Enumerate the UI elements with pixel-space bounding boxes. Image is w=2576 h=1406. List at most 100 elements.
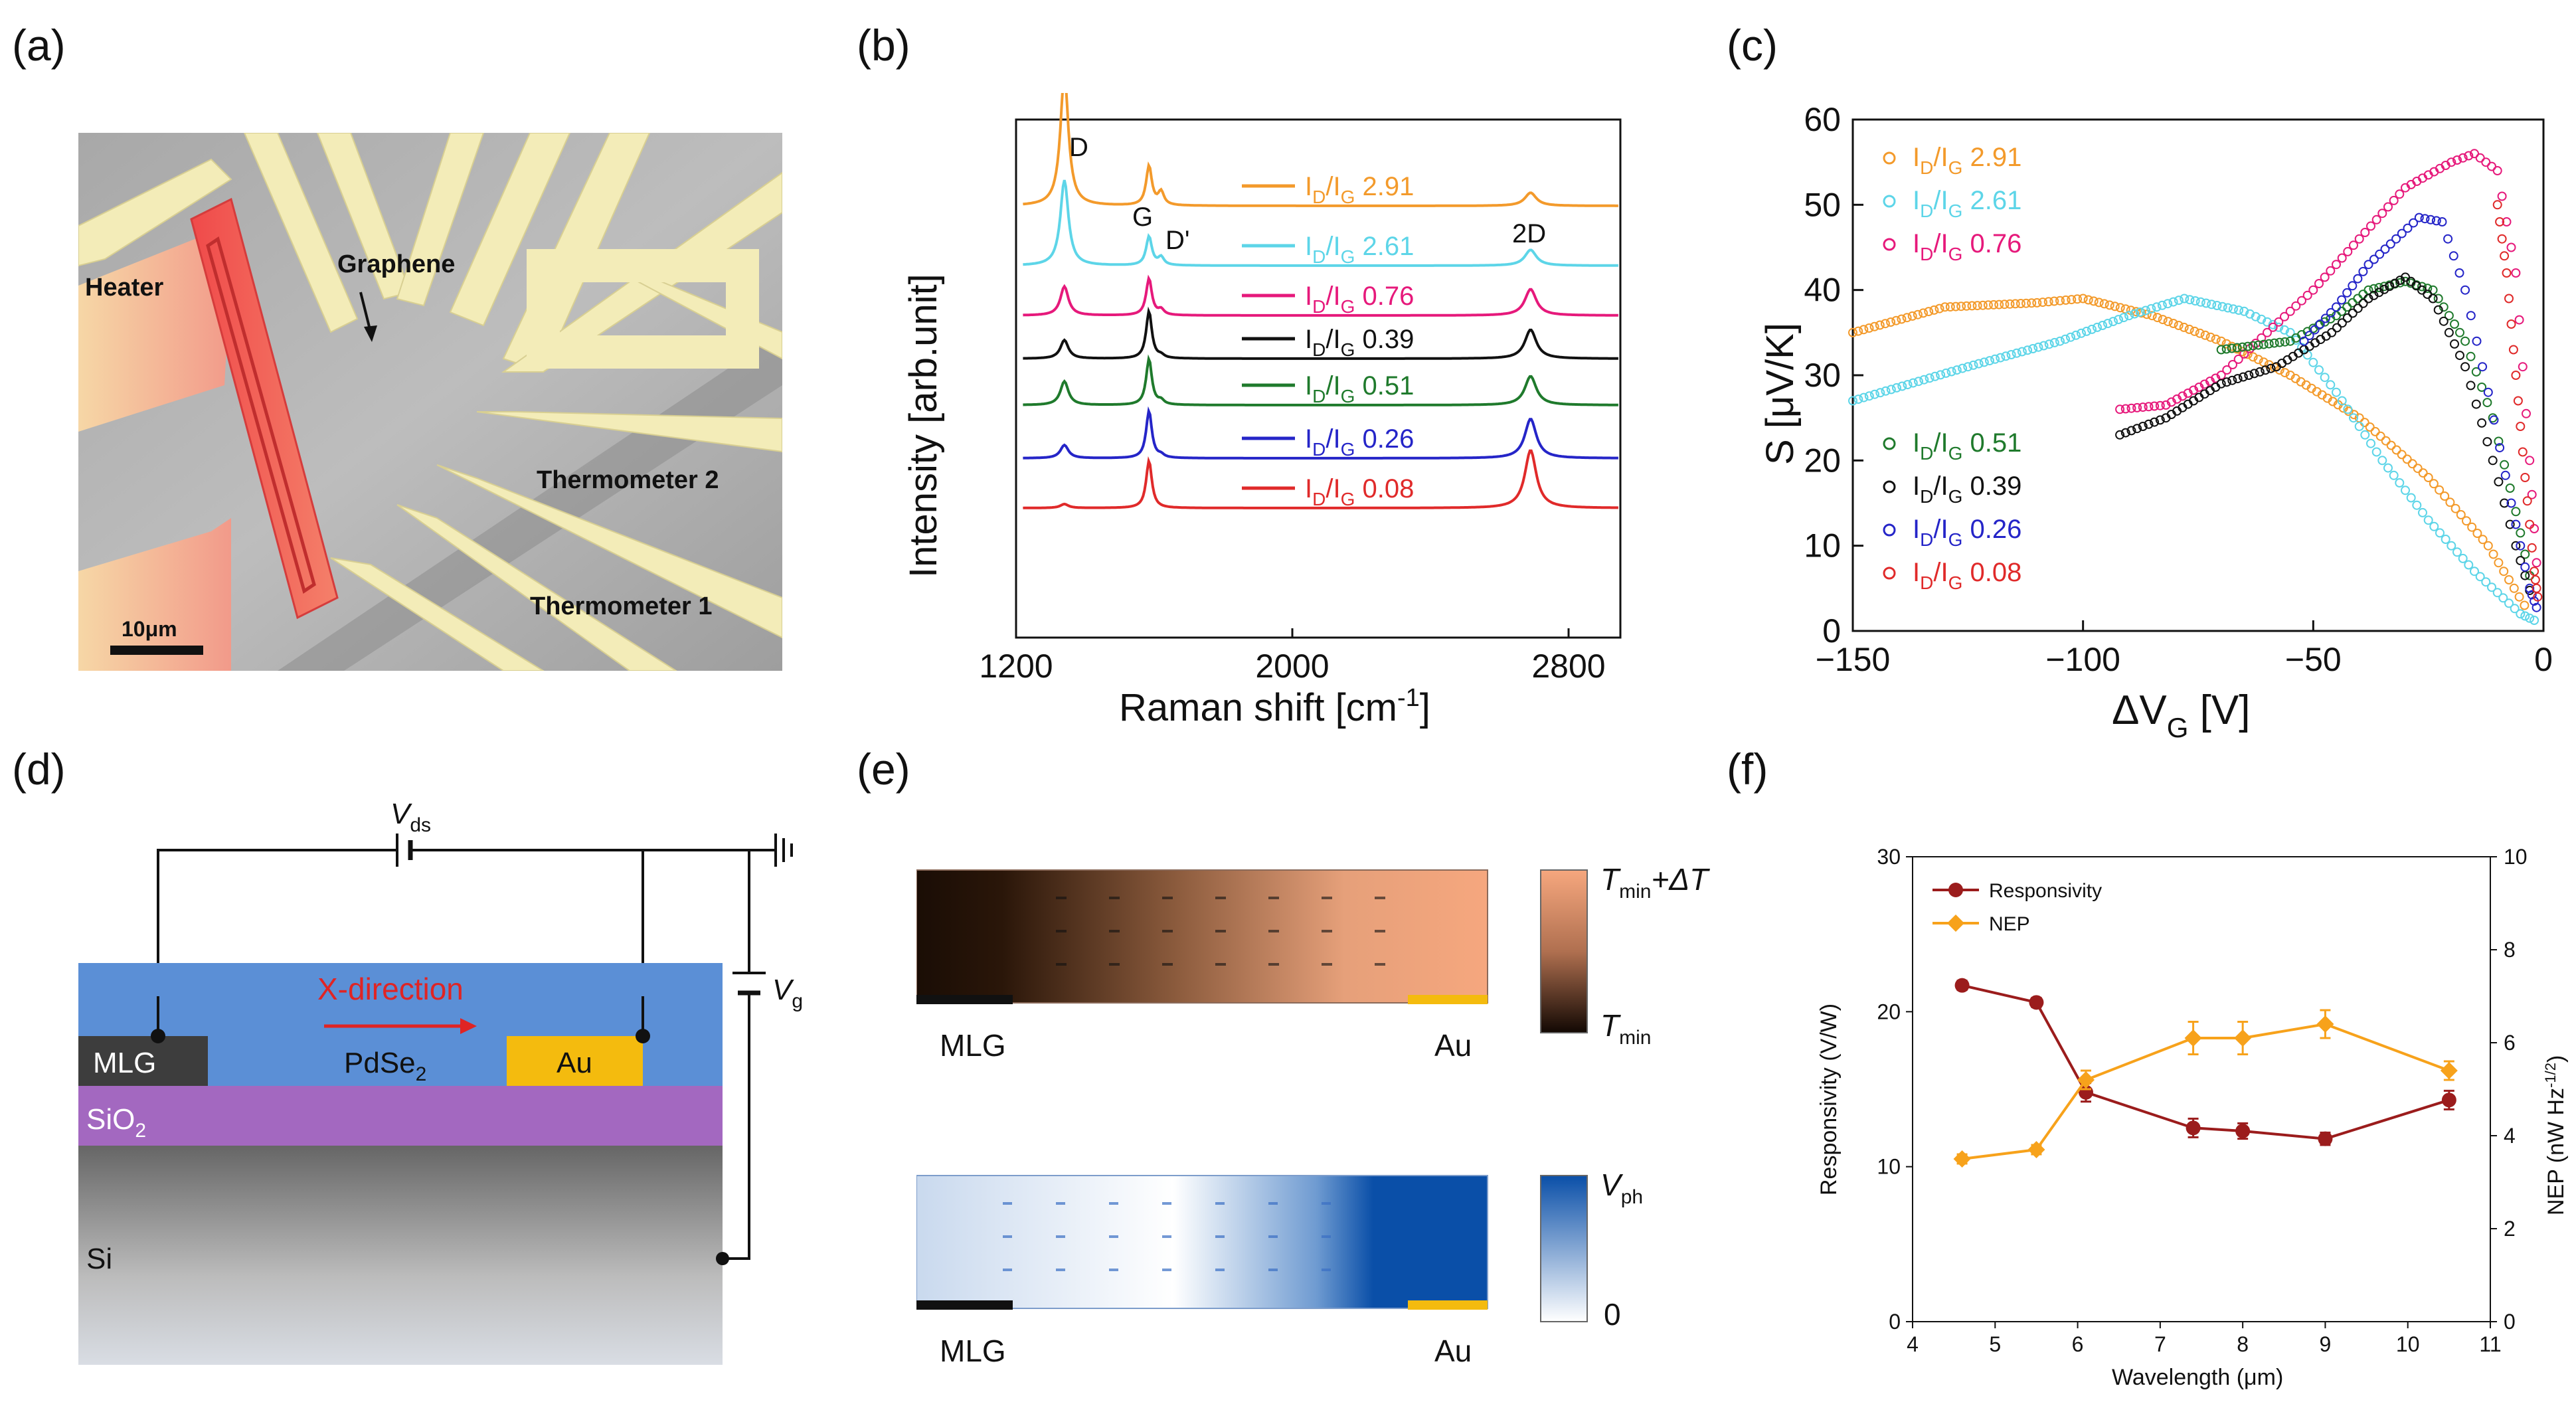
- resp-point-1: [2316, 1015, 2334, 1033]
- seebeck-point-6: [2516, 422, 2526, 431]
- resp-xtick-label-5: 9: [2320, 1332, 2332, 1356]
- seebeck-point-2: [2228, 360, 2237, 369]
- seebeck-point-0: [2005, 299, 2015, 309]
- seebeck-point-1: [2061, 334, 2070, 344]
- seebeck-point-0: [2195, 328, 2205, 338]
- seebeck-point-4: [2488, 456, 2498, 466]
- raman-xtick-label-1: 2000: [1255, 648, 1329, 685]
- seebeck-point-1: [2452, 547, 2462, 557]
- label-thermometer-1: Thermometer 1: [530, 592, 713, 620]
- seebeck-point-0: [2184, 324, 2194, 334]
- heater-electrode: [78, 232, 231, 671]
- nep-ytick-label-5: 10: [2504, 845, 2528, 869]
- seebeck-point-3: [2395, 278, 2405, 288]
- label-au: Au: [557, 1047, 592, 1079]
- resp-xtick-label-6: 10: [2396, 1332, 2420, 1356]
- seebeck-point-0: [2514, 592, 2524, 602]
- seebeck-point-5: [2363, 260, 2373, 270]
- seebeck-point-1: [2395, 478, 2405, 487]
- seebeck-point-1: [2239, 306, 2249, 316]
- seebeck-legend-marker-3: [1883, 437, 1896, 450]
- seebeck-point-1: [2418, 507, 2427, 517]
- seebeck-point-0: [2147, 311, 2157, 321]
- seebeck-point-3: [2417, 282, 2427, 292]
- raman-legend-label-2: ID/IG 0.76: [1305, 282, 1414, 317]
- seebeck-point-0: [2038, 298, 2047, 308]
- seebeck-xtick-label-3: 0: [2534, 641, 2553, 678]
- seebeck-point-4: [2126, 426, 2136, 436]
- nep-ytick-label-2: 4: [2504, 1124, 2516, 1148]
- seebeck-point-5: [2489, 415, 2499, 425]
- seebeck-point-4: [2439, 316, 2448, 326]
- nep-ytick-label-3: 6: [2504, 1031, 2516, 1055]
- seebeck-point-3: [2455, 327, 2464, 337]
- seebeck-point-4: [2482, 437, 2492, 447]
- seebeck-point-0: [1962, 301, 1972, 311]
- seebeck-point-1: [2185, 295, 2195, 305]
- seebeck-point-4: [2120, 428, 2130, 438]
- seebeck-point-1: [2423, 515, 2433, 525]
- seebeck-point-1: [2458, 553, 2468, 563]
- raman-x-label: Raman shift [cm-1]: [1119, 684, 1430, 729]
- seebeck-point-5: [2420, 214, 2430, 224]
- seebeck-point-3: [2337, 306, 2347, 316]
- seebeck-point-0: [2174, 321, 2184, 330]
- seebeck-point-1: [2475, 572, 2485, 582]
- seebeck-point-2: [2377, 209, 2387, 219]
- seebeck-point-0: [1989, 300, 1999, 309]
- resp-xtick-label-4: 8: [2237, 1332, 2249, 1356]
- seebeck-point-3: [2227, 343, 2237, 353]
- seebeck-point-2: [2497, 191, 2507, 201]
- seebeck-point-1: [2146, 304, 2156, 313]
- seebeck-point-1: [2371, 447, 2381, 457]
- resp-point-0: [2029, 995, 2044, 1010]
- seebeck-point-1: [2087, 324, 2097, 334]
- seebeck-point-0: [2253, 355, 2263, 365]
- raman-series-4: [1023, 354, 1618, 406]
- sem-micrograph: Graphene Heater Thermometer 2 Thermomete…: [78, 133, 782, 671]
- raman-series-6: [1023, 449, 1618, 509]
- photo-bar-max-label: Vph: [1600, 1168, 1643, 1208]
- photo-mlg-bar: [916, 1300, 1013, 1310]
- seebeck-point-0: [2168, 319, 2178, 328]
- seebeck-point-3: [2232, 343, 2242, 353]
- seebeck-point-4: [2369, 290, 2379, 300]
- seebeck-point-1: [1941, 368, 1951, 378]
- seebeck-point-5: [2385, 239, 2395, 249]
- seebeck-point-2: [2268, 322, 2278, 332]
- seebeck-point-4: [2249, 369, 2259, 379]
- seebeck-point-1: [1881, 386, 1891, 396]
- seebeck-point-1: [1946, 367, 1956, 377]
- seebeck-point-3: [2505, 483, 2515, 493]
- seebeck-point-2: [2280, 311, 2289, 321]
- seebeck-point-0: [2248, 352, 2258, 362]
- seebeck-point-1: [2435, 528, 2445, 538]
- seebeck-xtick-label-0: −150: [1816, 641, 1891, 678]
- seebeck-point-1: [2098, 321, 2107, 330]
- seebeck-point-1: [1848, 396, 1857, 406]
- seebeck-point-2: [2511, 268, 2521, 278]
- seebeck-ytick-label-1: 10: [1804, 527, 1841, 565]
- responsivity-plot-frame: [1912, 856, 2491, 1322]
- seebeck-point-5: [2380, 244, 2390, 254]
- seebeck-point-4: [2222, 377, 2231, 387]
- label-mlg: MLG: [93, 1047, 156, 1079]
- seebeck-point-4: [2477, 418, 2487, 428]
- seebeck-point-4: [2390, 278, 2400, 288]
- seebeck-point-1: [2130, 309, 2140, 319]
- seebeck-point-1: [1903, 380, 1913, 390]
- scale-bar: [110, 646, 203, 655]
- seebeck-point-0: [2472, 529, 2482, 538]
- seebeck-point-3: [2433, 294, 2443, 304]
- label-heater: Heater: [85, 274, 163, 302]
- seebeck-ytick-label-3: 30: [1804, 357, 1841, 394]
- seebeck-point-2: [2314, 279, 2324, 288]
- seebeck-point-1: [1919, 375, 1929, 385]
- seebeck-point-1: [2530, 616, 2539, 625]
- seebeck-point-6: [2527, 543, 2537, 553]
- seebeck-point-0: [1956, 302, 1966, 311]
- raman-xtick-label-0: 1200: [979, 648, 1053, 685]
- seebeck-point-0: [2190, 326, 2199, 336]
- seebeck-point-4: [2238, 372, 2248, 382]
- resp-legend-marker-1: [1947, 915, 1964, 932]
